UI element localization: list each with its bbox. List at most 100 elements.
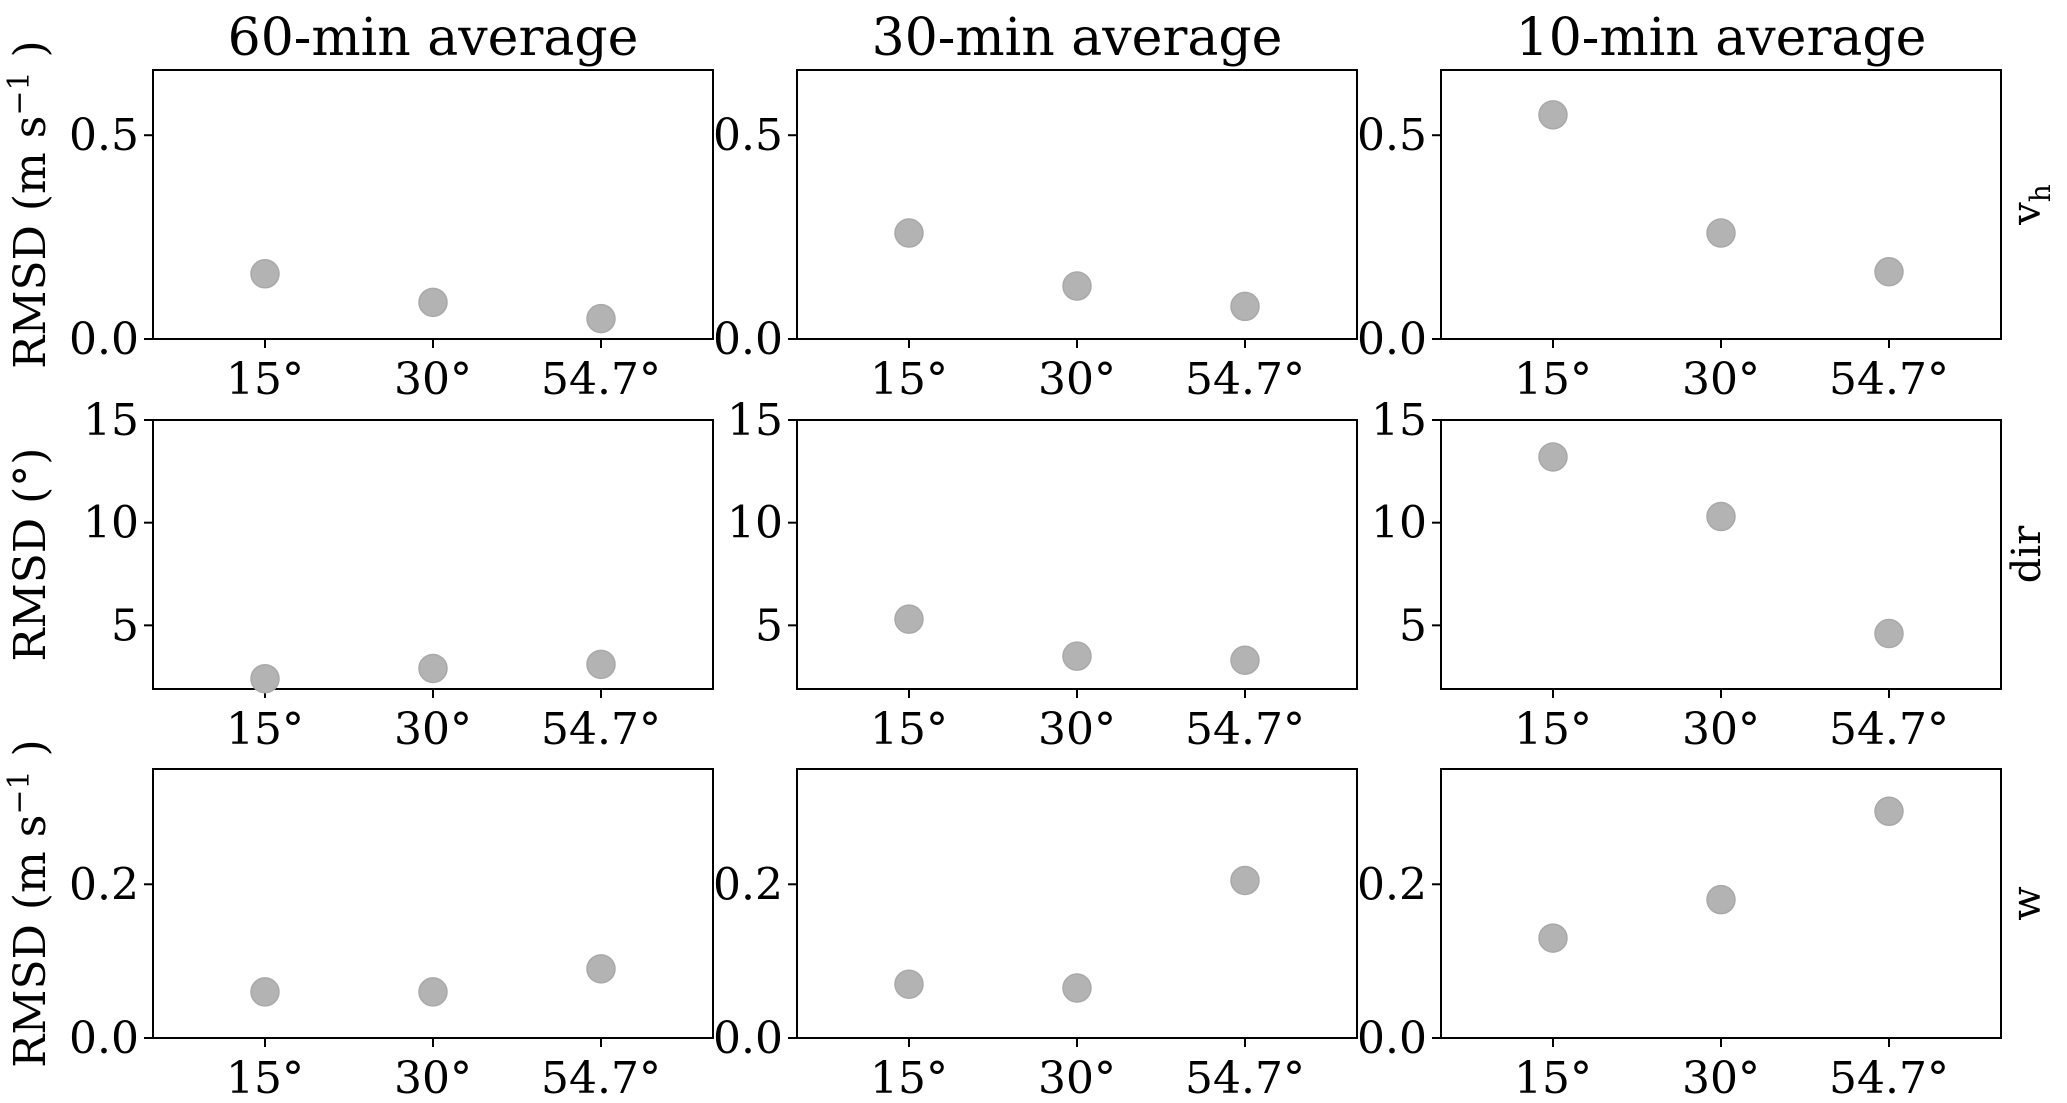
row-label-text: dir: [2004, 525, 2050, 583]
y-tick-label: 0.5: [1357, 110, 1427, 161]
y-tick-label: 15: [1371, 395, 1427, 446]
axes-frame: [1440, 69, 2002, 340]
data-point: [1230, 865, 1260, 896]
data-point: [418, 653, 448, 684]
x-tick-label: 54.7°: [541, 354, 661, 405]
y-tick-label: 0.0: [713, 314, 783, 365]
x-tick-label: 54.7°: [541, 704, 661, 755]
x-tick-label: 30°: [1038, 704, 1116, 755]
x-tick-label: 54.7°: [1829, 1053, 1949, 1103]
y-tick-label: 10: [1371, 498, 1427, 549]
y-axis-label-text: RMSD (m s: [5, 815, 56, 1068]
y-tick-label: 0.0: [69, 1013, 139, 1064]
y-tick-label: 5: [755, 600, 783, 651]
x-tick-label: 15°: [226, 354, 304, 405]
x-tick-label: 15°: [226, 1053, 304, 1103]
y-tick-label: 0.0: [713, 1013, 783, 1064]
column-title: 10-min average: [1516, 8, 1927, 68]
y-axis-label: RMSD (m s−1 ): [2, 739, 56, 1067]
subplot: 0.0 0.2 15° 30° 54.7°: [69, 768, 714, 1103]
subplot: 0.0 0.5 15° 30° 54.7°: [69, 69, 714, 405]
data-point: [894, 969, 924, 999]
data-point: [1874, 257, 1904, 287]
row-label-text: w: [2004, 886, 2050, 920]
y-axis-label-end: ): [5, 739, 56, 770]
row-label: vh: [2004, 184, 2057, 226]
x-tick-label: 54.7°: [1185, 704, 1305, 755]
column-title: 30-min average: [872, 8, 1283, 68]
data-point: [1062, 271, 1092, 301]
x-tick-label: 54.7°: [1829, 704, 1949, 755]
y-tick-label: 0.0: [1357, 1013, 1427, 1064]
x-tick-label: 15°: [870, 1053, 948, 1103]
x-tick-label: 15°: [1514, 1053, 1592, 1103]
y-tick-label: 0.0: [1357, 314, 1427, 365]
data-point: [250, 663, 280, 694]
y-tick-label: 10: [83, 498, 139, 549]
x-tick-label: 15°: [870, 354, 948, 405]
y-tick-label: 0.0: [69, 314, 139, 365]
y-axis-label-exponent: −1: [2, 770, 37, 814]
y-axis-label-text: RMSD (m s: [5, 116, 56, 369]
data-point: [586, 303, 616, 334]
data-point: [586, 954, 616, 984]
y-tick-label: 0.2: [1357, 859, 1427, 910]
x-tick-label: 30°: [394, 1053, 472, 1103]
x-tick-label: 15°: [1514, 704, 1592, 755]
data-point: [1230, 291, 1260, 322]
y-tick-label: 0.5: [713, 110, 783, 161]
row-label: dir: [2004, 525, 2050, 583]
y-tick-label: 0.5: [69, 110, 139, 161]
y-axis-label-text: RMSD (°): [5, 448, 56, 662]
x-tick-label: 30°: [1038, 1053, 1116, 1103]
subplot: 0.0 0.5 15° 30° 54.7°: [1357, 69, 2002, 405]
y-tick-label: 10: [727, 498, 783, 549]
y-axis-label-exponent: −1: [2, 71, 37, 115]
data-point: [894, 218, 924, 248]
y-tick-label: 15: [727, 395, 783, 446]
data-point: [1538, 100, 1568, 130]
subplot: 5 10 15 15° 30° 54.7°: [727, 395, 1358, 755]
y-tick-label: 0.2: [69, 859, 139, 910]
x-tick-label: 30°: [1038, 354, 1116, 405]
x-tick-label: 15°: [870, 704, 948, 755]
data-point: [418, 977, 448, 1007]
data-point: [1706, 884, 1736, 915]
x-tick-label: 54.7°: [541, 1053, 661, 1103]
data-point: [1706, 501, 1736, 532]
x-tick-label: 30°: [394, 354, 472, 405]
y-tick-label: 5: [111, 600, 139, 651]
data-point: [1230, 645, 1260, 676]
subplot: 5 10 15 15° 30° 54.7°: [1371, 395, 2002, 755]
y-tick-label: 5: [1399, 600, 1427, 651]
x-tick-label: 54.7°: [1185, 1053, 1305, 1103]
row-label-text: v: [2004, 202, 2050, 226]
data-point: [1062, 641, 1092, 671]
x-tick-label: 15°: [226, 704, 304, 755]
x-tick-label: 54.7°: [1829, 354, 1949, 405]
x-tick-label: 54.7°: [1185, 354, 1305, 405]
x-tick-label: 30°: [1682, 354, 1760, 405]
y-tick-label: 15: [83, 395, 139, 446]
row-label-subscript: h: [2024, 184, 2057, 202]
data-point: [418, 287, 448, 318]
data-point: [586, 649, 616, 680]
subplot: 0.0 0.5 15° 30° 54.7°: [713, 69, 1358, 405]
axes-frame: [152, 419, 714, 690]
x-tick-label: 30°: [394, 704, 472, 755]
x-tick-label: 15°: [1514, 354, 1592, 405]
data-point: [1062, 973, 1092, 1003]
data-point: [1538, 923, 1568, 953]
data-point: [250, 259, 280, 289]
data-point: [1874, 618, 1904, 649]
data-point: [250, 977, 280, 1007]
y-tick-label: 0.2: [713, 859, 783, 910]
data-point: [1874, 796, 1904, 827]
x-tick-label: 30°: [1682, 704, 1760, 755]
column-title: 60-min average: [228, 8, 639, 68]
y-axis-label: RMSD (°): [5, 448, 56, 662]
data-point: [894, 604, 924, 634]
y-axis-label: RMSD (m s−1 ): [2, 40, 56, 368]
y-axis-label-end: ): [5, 40, 56, 71]
